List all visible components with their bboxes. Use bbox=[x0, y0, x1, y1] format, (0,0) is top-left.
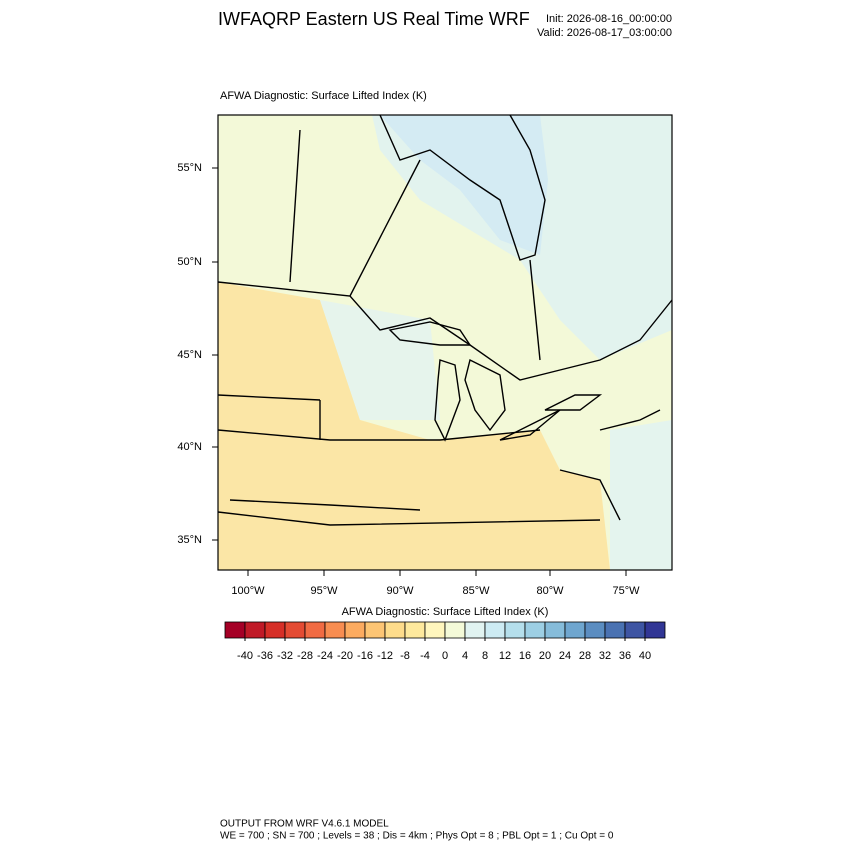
colorbar-box bbox=[244, 621, 266, 639]
lon-label: 100°W bbox=[231, 585, 265, 597]
colorbar-box bbox=[364, 621, 386, 639]
colorbar-label: 32 bbox=[599, 650, 611, 662]
field-pale3 bbox=[610, 420, 672, 570]
lon-label: 80°W bbox=[536, 585, 564, 597]
colorbar-box bbox=[304, 621, 326, 639]
colorbar-label: -24 bbox=[317, 650, 333, 662]
lat-labels: 55°N 50°N 45°N 40°N 35°N bbox=[177, 162, 218, 546]
lon-label: 75°W bbox=[612, 585, 640, 597]
lat-label: 45°N bbox=[177, 349, 202, 361]
lon-label: 85°W bbox=[462, 585, 490, 597]
colorbar-label: 36 bbox=[619, 650, 631, 662]
colorbar-label: -16 bbox=[357, 650, 373, 662]
colorbar-box bbox=[344, 621, 366, 639]
colorbar-box bbox=[424, 621, 446, 639]
map-frame bbox=[217, 114, 673, 571]
colorbar-box bbox=[464, 621, 486, 639]
colorbar-label: -12 bbox=[377, 650, 393, 662]
colorbar-label: -28 bbox=[297, 650, 313, 662]
footer-line: WE = 700 ; SN = 700 ; Levels = 38 ; Dis … bbox=[220, 831, 614, 842]
field-pale2 bbox=[320, 300, 440, 420]
boundaries bbox=[217, 114, 673, 526]
colorbar-box bbox=[624, 621, 646, 639]
colorbar-title: AFWA Diagnostic: Surface Lifted Index (K… bbox=[342, 606, 549, 618]
colorbar-box bbox=[484, 621, 506, 639]
footer-line: OUTPUT FROM WRF V4.6.1 MODEL bbox=[220, 819, 389, 830]
lat-label: 40°N bbox=[177, 441, 202, 453]
colorbar-label: -20 bbox=[337, 650, 353, 662]
colorbar-label: -4 bbox=[420, 650, 430, 662]
lon-label: 95°W bbox=[310, 585, 338, 597]
colorbar-label: -36 bbox=[257, 650, 273, 662]
valid-time: Valid: 2026-08-17_03:00:00 bbox=[537, 27, 672, 39]
field-yellow bbox=[218, 282, 610, 570]
colorbar-label: -40 bbox=[237, 650, 253, 662]
lon-labels: 100°W 95°W 90°W 85°W 80°W 75°W bbox=[231, 570, 640, 597]
map-title: AFWA Diagnostic: Surface Lifted Index (K… bbox=[220, 90, 427, 102]
lat-label: 35°N bbox=[177, 534, 202, 546]
colorbar-label: 20 bbox=[539, 650, 551, 662]
colorbar-box bbox=[444, 621, 466, 639]
colorbar-box bbox=[504, 621, 526, 639]
colorbar-label: 0 bbox=[442, 650, 448, 662]
colorbar-box bbox=[604, 621, 626, 639]
map bbox=[217, 114, 673, 571]
colorbar-box bbox=[264, 621, 286, 639]
colorbar-label: 40 bbox=[639, 650, 651, 662]
colorbar-box bbox=[584, 621, 606, 639]
title: IWFAQRP Eastern US Real Time WRF bbox=[218, 9, 530, 29]
colorbar-box bbox=[224, 621, 246, 639]
colorbar-label: 16 bbox=[519, 650, 531, 662]
colorbar-box bbox=[524, 621, 546, 639]
colorbar-label: 12 bbox=[499, 650, 511, 662]
colorbar-box bbox=[564, 621, 586, 639]
lat-label: 55°N bbox=[177, 162, 202, 174]
colorbar-box bbox=[404, 621, 426, 639]
colorbar-box bbox=[644, 621, 666, 639]
colorbar-label: -8 bbox=[400, 650, 410, 662]
colorbar-label: 24 bbox=[559, 650, 571, 662]
init-time: Init: 2026-08-16_00:00:00 bbox=[546, 13, 672, 25]
colorbar-label: 28 bbox=[579, 650, 591, 662]
colorbar-box bbox=[544, 621, 566, 639]
colorbar: -40 -36 -32 -28 -24 -20 -16 -12 -8 -4 0 4 8 12 16 20 24 2… bbox=[224, 621, 666, 662]
lon-label: 90°W bbox=[386, 585, 414, 597]
colorbar-label: 4 bbox=[462, 650, 468, 662]
colorbar-label: 8 bbox=[482, 650, 488, 662]
lat-label: 50°N bbox=[177, 256, 202, 268]
colorbar-box bbox=[284, 621, 306, 639]
colorbar-label: -32 bbox=[277, 650, 293, 662]
colorbar-box bbox=[324, 621, 346, 639]
colorbar-box bbox=[384, 621, 406, 639]
